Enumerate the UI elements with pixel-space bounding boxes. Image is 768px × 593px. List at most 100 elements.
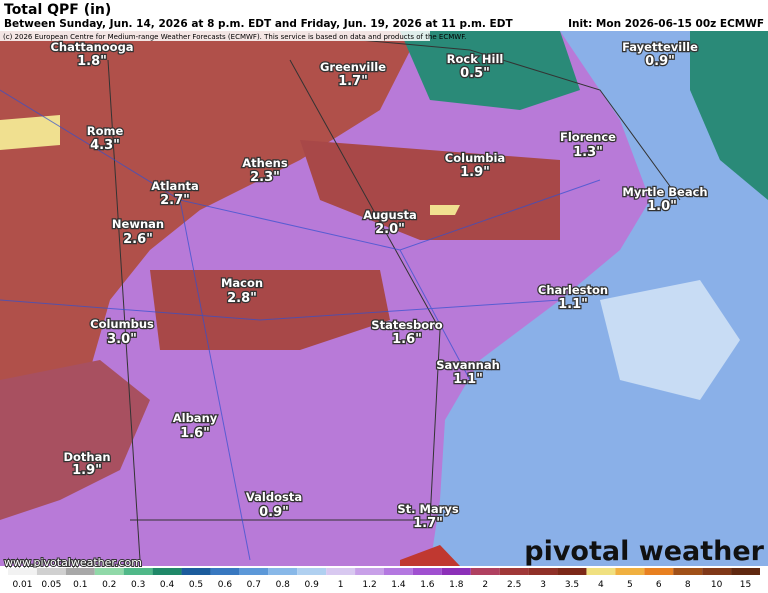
colorbar-swatch [557,568,587,575]
colorbar-swatch [615,568,645,575]
colorbar-swatch [210,568,240,575]
website: www.pivotalweather.com [4,556,142,569]
colorbar-label: 4 [598,580,604,590]
subtitle: Between Sunday, Jun. 14, 2026 at 8 p.m. … [4,18,513,30]
city-value: 1.0" [647,199,677,214]
city-value: 1.6" [180,426,210,441]
city-name: Savannah [436,358,500,372]
city-name: Macon [221,276,263,290]
city-name: Albany [173,411,218,425]
city-name: Statesboro [371,318,442,332]
city-value: 2.8" [227,291,257,306]
colorbar-label: 1.2 [362,580,376,590]
city-name: Newnan [112,217,164,231]
colorbar-swatch [355,568,384,575]
colorbar-swatch [268,568,298,575]
city-name: Atlanta [151,179,199,193]
colorbar-swatch [702,568,732,575]
colorbar-label: 6 [656,580,662,590]
colorbar-label: 1.4 [391,580,406,590]
colorbar-label: 3 [540,580,546,590]
city-name: Rome [87,124,124,138]
colorbar-label: 5 [627,580,633,590]
colorbar-label: 0.2 [102,580,116,590]
colorbar-label: 0.9 [305,580,320,590]
colorbar-label: 1.8 [449,580,464,590]
city-value: 2.3" [250,170,280,185]
city-name: Greenville [320,60,386,74]
colorbar-swatch [644,568,674,575]
colorbar-label: 3.5 [565,580,579,590]
city-value: 4.3" [90,138,120,153]
title: Total QPF (in) [4,2,111,18]
city-value: 2.6" [123,232,153,247]
colorbar-swatch [412,568,442,575]
colorbar-swatch [470,568,500,575]
city-name: Valdosta [246,490,302,504]
colorbar-swatch [673,568,703,575]
colorbar-label: 0.01 [12,580,32,590]
city-name: Augusta [363,208,417,222]
city-value: 0.5" [460,66,490,81]
city-name: Dothan [63,450,110,464]
init: Init: Mon 2026-06-15 00z ECMWF [568,18,764,30]
city-value: 1.3" [573,145,603,160]
colorbar-label: 0.05 [41,580,61,590]
colorbar-swatch [181,568,211,575]
city-value: 0.9" [645,54,675,69]
city-value: 1.8" [77,54,107,69]
city-name: St. Marys [397,502,459,516]
colorbar-label: 10 [711,580,723,590]
city-value: 1.9" [460,165,490,180]
colorbar: 0.01 0.05 0.1 0.2 0.3 0.4 0.5 0.6 0.7 0.8 0.9 1 1.2 1… [8,568,760,590]
city-name: Charleston [538,283,608,297]
colorbar-swatch [297,568,327,575]
colorbar-swatch [731,568,760,575]
city-name: Myrtle Beach [622,185,707,199]
colorbar-swatch [326,568,356,575]
colorbar-swatch [528,568,558,575]
city-value: 1.1" [558,297,588,312]
city-name: Rock Hill [447,52,504,66]
city-name: Florence [560,130,616,144]
colorbar-swatch [65,568,95,575]
colorbar-label: 0.6 [218,580,233,590]
map [0,31,768,566]
colorbar-swatch [94,568,124,575]
city-name: Fayetteville [622,40,698,54]
city-name: Columbus [90,317,154,331]
colorbar-swatch [239,568,269,575]
copyright: (c) 2026 European Centre for Medium-rang… [3,33,466,41]
city-value: 1.1" [453,372,483,387]
colorbar-label: 2 [482,580,488,590]
city-value: 1.7" [338,74,368,89]
city-value: 2.0" [375,222,405,237]
colorbar-label: 8 [685,580,691,590]
city-name: Athens [242,156,288,170]
colorbar-label: 15 [740,580,751,590]
city-value: 1.7" [413,516,443,531]
colorbar-label: 0.7 [247,580,261,590]
colorbar-swatch [384,568,413,575]
city-value: 1.9" [72,463,102,478]
colorbar-label: 2.5 [507,580,521,590]
colorbar-label: 1.6 [420,580,435,590]
colorbar-swatch [8,568,37,575]
brand-watermark: pivotal weather [524,536,764,567]
city-value: 2.7" [160,193,190,208]
colorbar-swatch [586,568,616,575]
colorbar-label: 0.8 [276,580,291,590]
colorbar-swatch [499,568,529,575]
colorbar-swatch [123,568,153,575]
colorbar-label: 0.3 [131,580,145,590]
city-value: 0.9" [259,505,289,520]
city-name: Chattanooga [50,40,133,54]
city-name: Columbia [445,151,505,165]
colorbar-label: 0.5 [189,580,203,590]
city-value: 1.6" [392,332,422,347]
colorbar-label: 1 [338,580,344,590]
colorbar-swatch [441,568,471,575]
colorbar-label: 0.1 [73,580,87,590]
